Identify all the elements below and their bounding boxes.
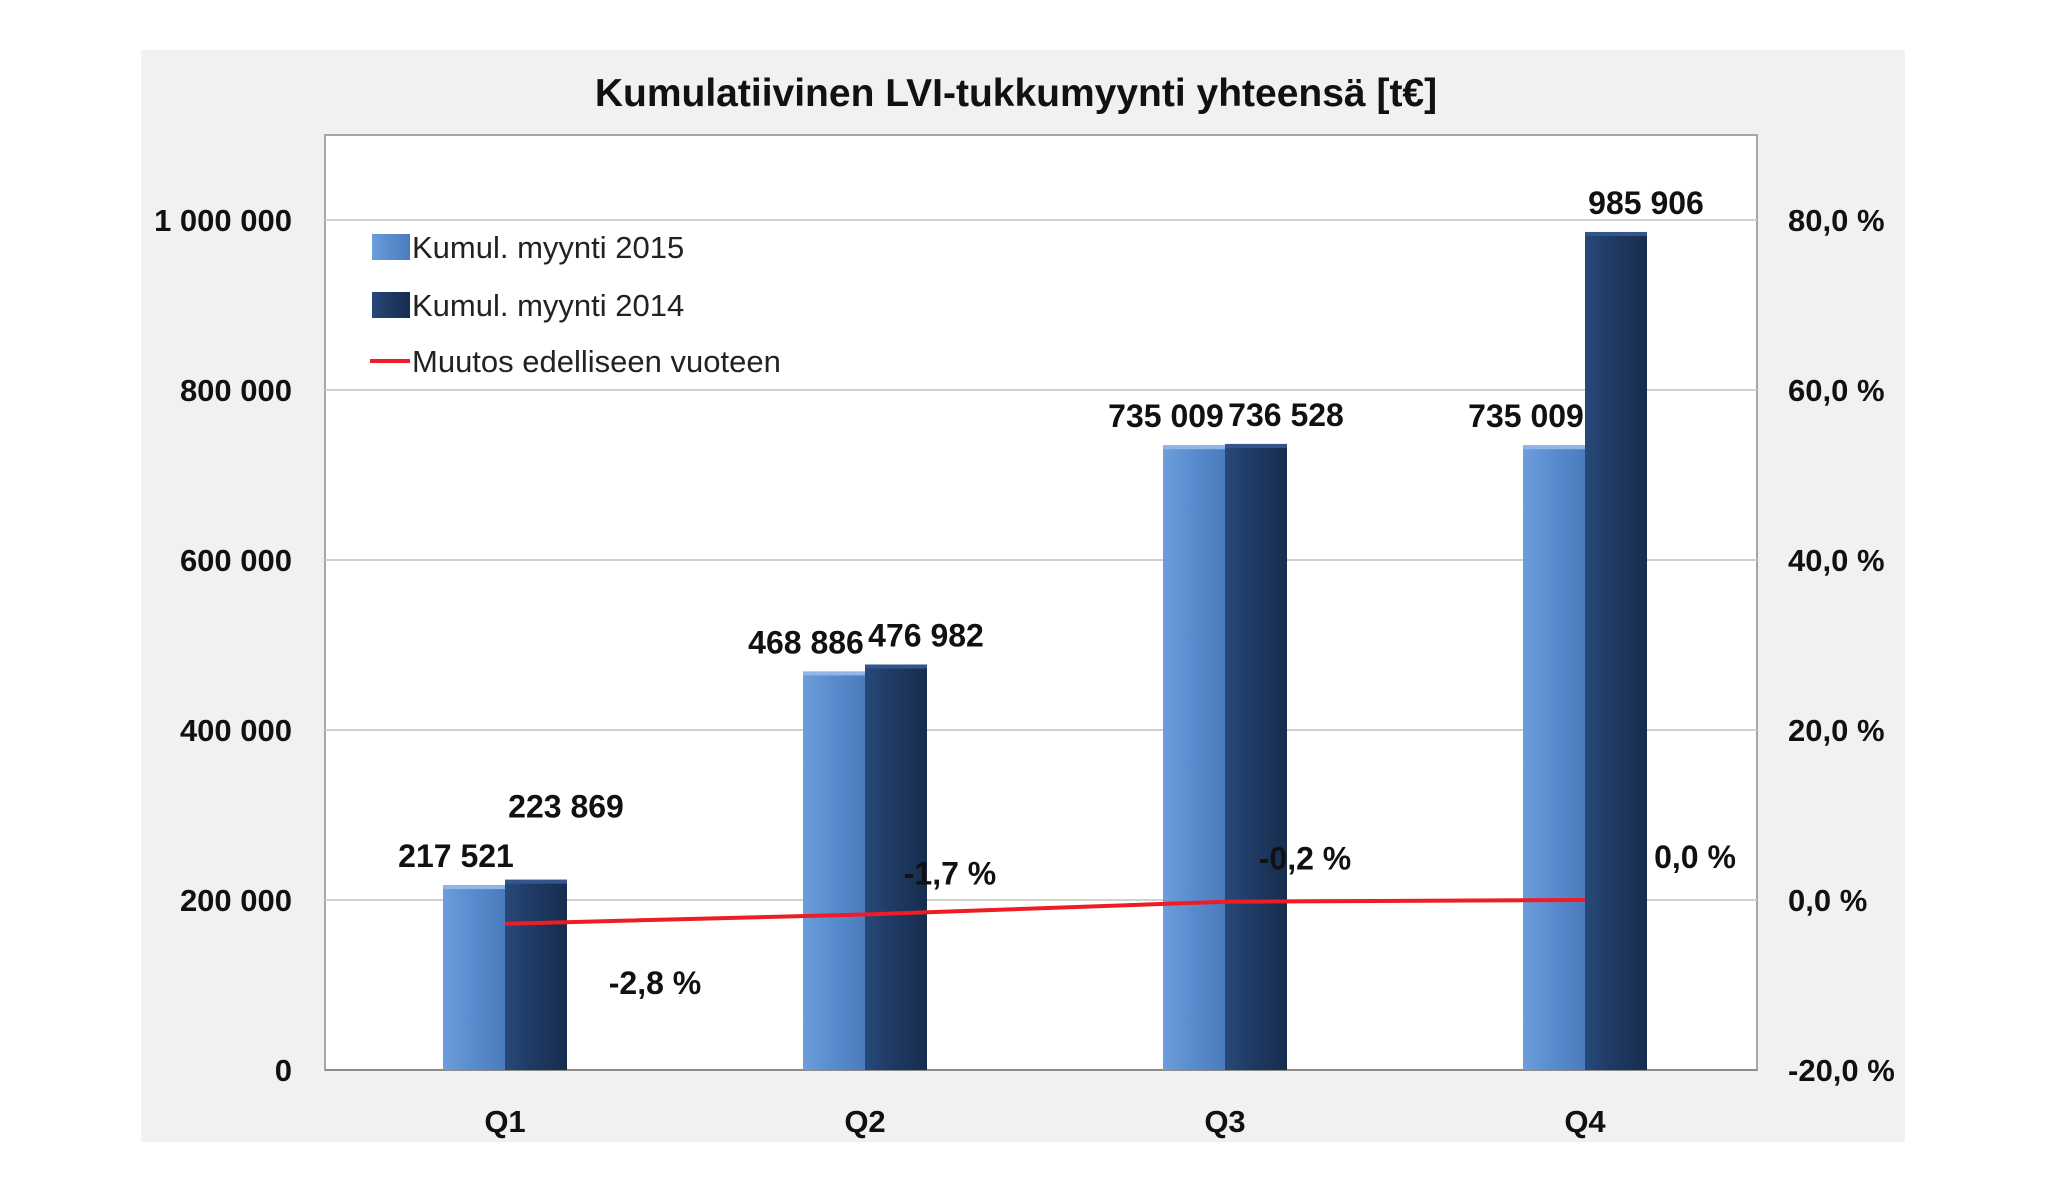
y-left-tick-label: 200 000 <box>180 883 292 918</box>
y-left-tick-label: 600 000 <box>180 543 292 578</box>
data-label-change: -1,7 % <box>904 855 996 891</box>
bar-top-highlight <box>1163 445 1225 450</box>
y-left-tick-label: 0 <box>275 1053 292 1088</box>
legend-swatch-2014 <box>372 292 410 318</box>
x-tick-label: Q2 <box>844 1104 885 1139</box>
legend-entry: Muutos edelliseen vuoteen <box>412 344 781 379</box>
data-label-2014: 476 982 <box>868 618 984 654</box>
bar-2015 <box>803 671 865 1070</box>
data-label-2015: 735 009 <box>1108 398 1224 434</box>
bar-2015 <box>443 885 505 1070</box>
y-right-tick-label: 40,0 % <box>1788 543 1885 578</box>
bar-2015 <box>1163 445 1225 1071</box>
data-label-2014: 985 906 <box>1588 185 1704 221</box>
y-right-tick-label: 0,0 % <box>1788 883 1867 918</box>
data-label-2014: 223 869 <box>508 789 624 825</box>
y-left-tick-label: 400 000 <box>180 713 292 748</box>
data-label-change: -0,2 % <box>1259 841 1351 877</box>
data-label-2015: 735 009 <box>1468 398 1584 434</box>
bar-2014 <box>865 664 927 1070</box>
data-label-change: 0,0 % <box>1654 839 1736 875</box>
x-tick-label: Q1 <box>484 1104 525 1139</box>
bar-2014 <box>1225 443 1287 1071</box>
data-label-2015: 217 521 <box>398 838 514 874</box>
legend-swatch-2015 <box>372 234 410 260</box>
bar-top-highlight <box>443 885 505 890</box>
y-right-tick-label: -20,0 % <box>1788 1053 1895 1088</box>
y-right-tick-label: 80,0 % <box>1788 203 1885 238</box>
bar-top-highlight <box>865 664 927 669</box>
change-line <box>504 898 1586 926</box>
y-right-tick-label: 20,0 % <box>1788 713 1885 748</box>
bar-top-highlight <box>1585 231 1647 236</box>
y-left-tick-label: 800 000 <box>180 373 292 408</box>
bar-2014 <box>1585 231 1647 1070</box>
y-left-tick-label: 1 000 000 <box>154 203 292 238</box>
data-label-2015: 468 886 <box>748 624 864 660</box>
data-label-2014: 736 528 <box>1228 397 1344 433</box>
bar-top-highlight <box>505 879 567 884</box>
y-right-tick-label: 60,0 % <box>1788 373 1885 408</box>
bar-top-highlight <box>803 671 865 676</box>
bar-top-highlight <box>1225 443 1287 448</box>
x-tick-label: Q4 <box>1564 1104 1606 1139</box>
bar-2014 <box>505 879 567 1070</box>
bar-2015 <box>1523 445 1585 1071</box>
legend-entry: Kumul. myynti 2014 <box>412 288 684 323</box>
data-label-change: -2,8 % <box>609 965 701 1001</box>
legend-entry: Kumul. myynti 2015 <box>412 230 684 265</box>
bar-top-highlight <box>1523 445 1585 450</box>
chart-title: Kumulatiivinen LVI-tukkumyynti yhteensä … <box>595 72 1437 115</box>
x-tick-label: Q3 <box>1204 1104 1245 1139</box>
